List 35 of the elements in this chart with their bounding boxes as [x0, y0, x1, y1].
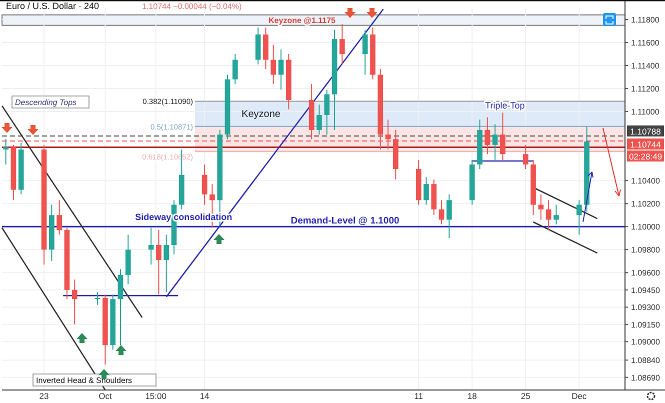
- ref-line-label: 1.10744: [630, 140, 662, 150]
- y-tick-label: 1.09800: [631, 246, 660, 255]
- x-tick-label: 11: [414, 391, 424, 401]
- y-tick-label: 1.09450: [631, 286, 660, 295]
- x-tick-label: 18: [467, 391, 478, 401]
- y-tick-label: 1.11400: [631, 62, 660, 71]
- y-tick-label: 1.11800: [631, 16, 660, 25]
- x-tick-label: 23: [39, 391, 50, 401]
- x-tick-label: 25: [520, 391, 531, 401]
- chart-title: Euro / U.S. Dollar · 240: [6, 1, 100, 11]
- y-tick-label: 1.10000: [631, 222, 660, 232]
- y-tick-label: 1.11000: [631, 108, 660, 117]
- x-tick-label: 15:00: [145, 391, 167, 401]
- annotation: Triple-Top: [485, 100, 525, 111]
- ref-line-label: Demand-Level @ 1.1000: [290, 216, 400, 227]
- y-tick-label: 1.10200: [631, 200, 660, 209]
- y-tick-label: 1.09150: [631, 320, 660, 330]
- annotation: Inverted Head & Shoulders: [36, 376, 132, 385]
- ref-line-label: 1.10788: [630, 126, 662, 136]
- y-tick-label: 1.11600: [631, 38, 660, 48]
- x-tick-label: Oct: [98, 391, 112, 401]
- x-tick-label: 14: [200, 391, 210, 401]
- y-tick-label: 1.08840: [631, 356, 660, 366]
- y-tick-label: 1.08690: [631, 373, 660, 382]
- y-tick-label: 1.09000: [631, 338, 660, 347]
- y-tick-label: 1.10400: [631, 176, 660, 186]
- chart-subtitle: 1.10744 −0.00044 (−0.04%): [142, 2, 242, 11]
- y-tick-label: 1.11200: [631, 84, 660, 94]
- x-tick-label: Dec: [572, 391, 588, 401]
- band-label: Keyzone @1.1175: [268, 16, 336, 26]
- text: 02:28:49: [628, 152, 662, 162]
- band-label: Keyzone: [242, 108, 281, 120]
- annotation: Descending Tops: [15, 98, 77, 107]
- y-tick-label: 1.09300: [631, 303, 660, 312]
- y-tick-label: 1.09600: [631, 268, 660, 278]
